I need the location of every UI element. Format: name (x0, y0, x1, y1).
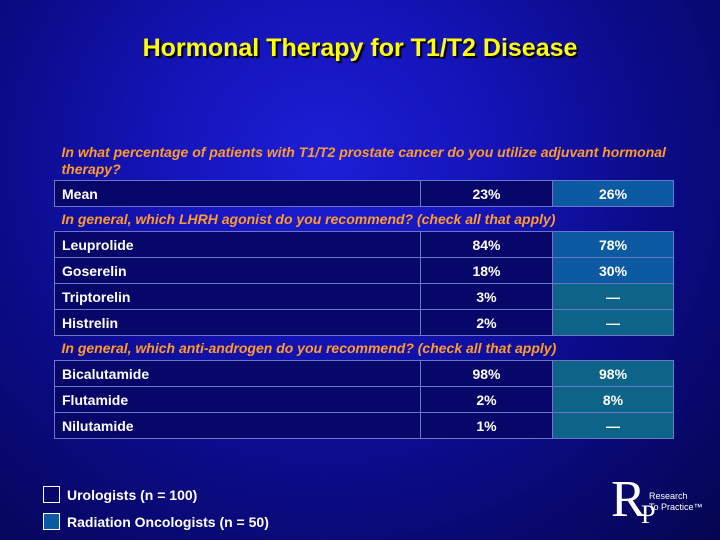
row-label: Mean (54, 180, 421, 207)
row-label: Leuprolide (54, 231, 421, 258)
radiation-oncologists-value: 26% (551, 180, 675, 207)
legend-urologists-label: Urologists (n = 100) (67, 486, 198, 503)
question-anti-androgen: In general, which anti-androgen do you r… (54, 335, 674, 361)
row-label: Histrelin (54, 309, 421, 336)
question-adjuvant: In what percentage of patients with T1/T… (54, 141, 674, 181)
row-label: Triptorelin (54, 283, 421, 310)
urologists-value: 2% (420, 386, 553, 413)
logo-letter-p: P (641, 500, 656, 529)
legend-urologists: Urologists (n = 100) (43, 486, 197, 503)
table-row-goserelin: Goserelin 18% 30% (54, 257, 675, 284)
logo-text-to-practice: To Practice™ (649, 502, 703, 512)
row-label: Flutamide (54, 386, 421, 413)
table-row-bicalutamide: Bicalutamide 98% 98% (54, 360, 675, 387)
table-row-leuprolide: Leuprolide 84% 78% (54, 231, 675, 258)
table-row-triptorelin: Triptorelin 3% — (54, 283, 675, 310)
row-label: Bicalutamide (54, 360, 421, 387)
legend-radiation-oncologists-label: Radiation Oncologists (n = 50) (67, 513, 269, 530)
radiation-oncologists-value: 78% (551, 231, 675, 258)
row-label: Nilutamide (54, 412, 421, 439)
urologists-value: 1% (420, 412, 553, 439)
slide-title: Hormonal Therapy for T1/T2 Disease (142, 34, 578, 62)
urologists-swatch (43, 486, 60, 503)
logo-letter-r: R (611, 471, 646, 528)
row-label: Goserelin (54, 257, 421, 284)
radiation-oncologists-swatch (43, 513, 60, 530)
urologists-value: 2% (420, 309, 553, 336)
radiation-oncologists-value: 98% (551, 360, 675, 387)
question-row-lhrh: In general, which LHRH agonist do you re… (54, 206, 674, 232)
urologists-value: 84% (420, 231, 553, 258)
radiation-oncologists-value: 30% (551, 257, 675, 284)
urologists-value: 23% (420, 180, 553, 207)
table-row-nilutamide: Nilutamide 1% — (54, 412, 675, 439)
urologists-value: 18% (420, 257, 553, 284)
question-row-anti-androgen: In general, which anti-androgen do you r… (54, 335, 674, 361)
radiation-oncologists-value: — (551, 283, 675, 310)
survey-table: In what percentage of patients with T1/T… (54, 141, 675, 439)
logo-text-research: Research (649, 491, 688, 501)
question-lhrh: In general, which LHRH agonist do you re… (54, 206, 674, 232)
table-row-histrelin: Histrelin 2% — (54, 309, 675, 336)
table-row-flutamide: Flutamide 2% 8% (54, 386, 675, 413)
radiation-oncologists-value: — (551, 309, 675, 336)
radiation-oncologists-value: — (551, 412, 675, 439)
table-row-mean: Mean 23% 26% (54, 180, 675, 207)
urologists-value: 3% (420, 283, 553, 310)
urologists-value: 98% (420, 360, 553, 387)
question-row-adjuvant: In what percentage of patients with T1/T… (54, 141, 674, 181)
research-to-practice-logo: R P Research To Practice™ (611, 474, 716, 534)
radiation-oncologists-value: 8% (551, 386, 675, 413)
legend-radiation-oncologists: Radiation Oncologists (n = 50) (43, 513, 269, 530)
